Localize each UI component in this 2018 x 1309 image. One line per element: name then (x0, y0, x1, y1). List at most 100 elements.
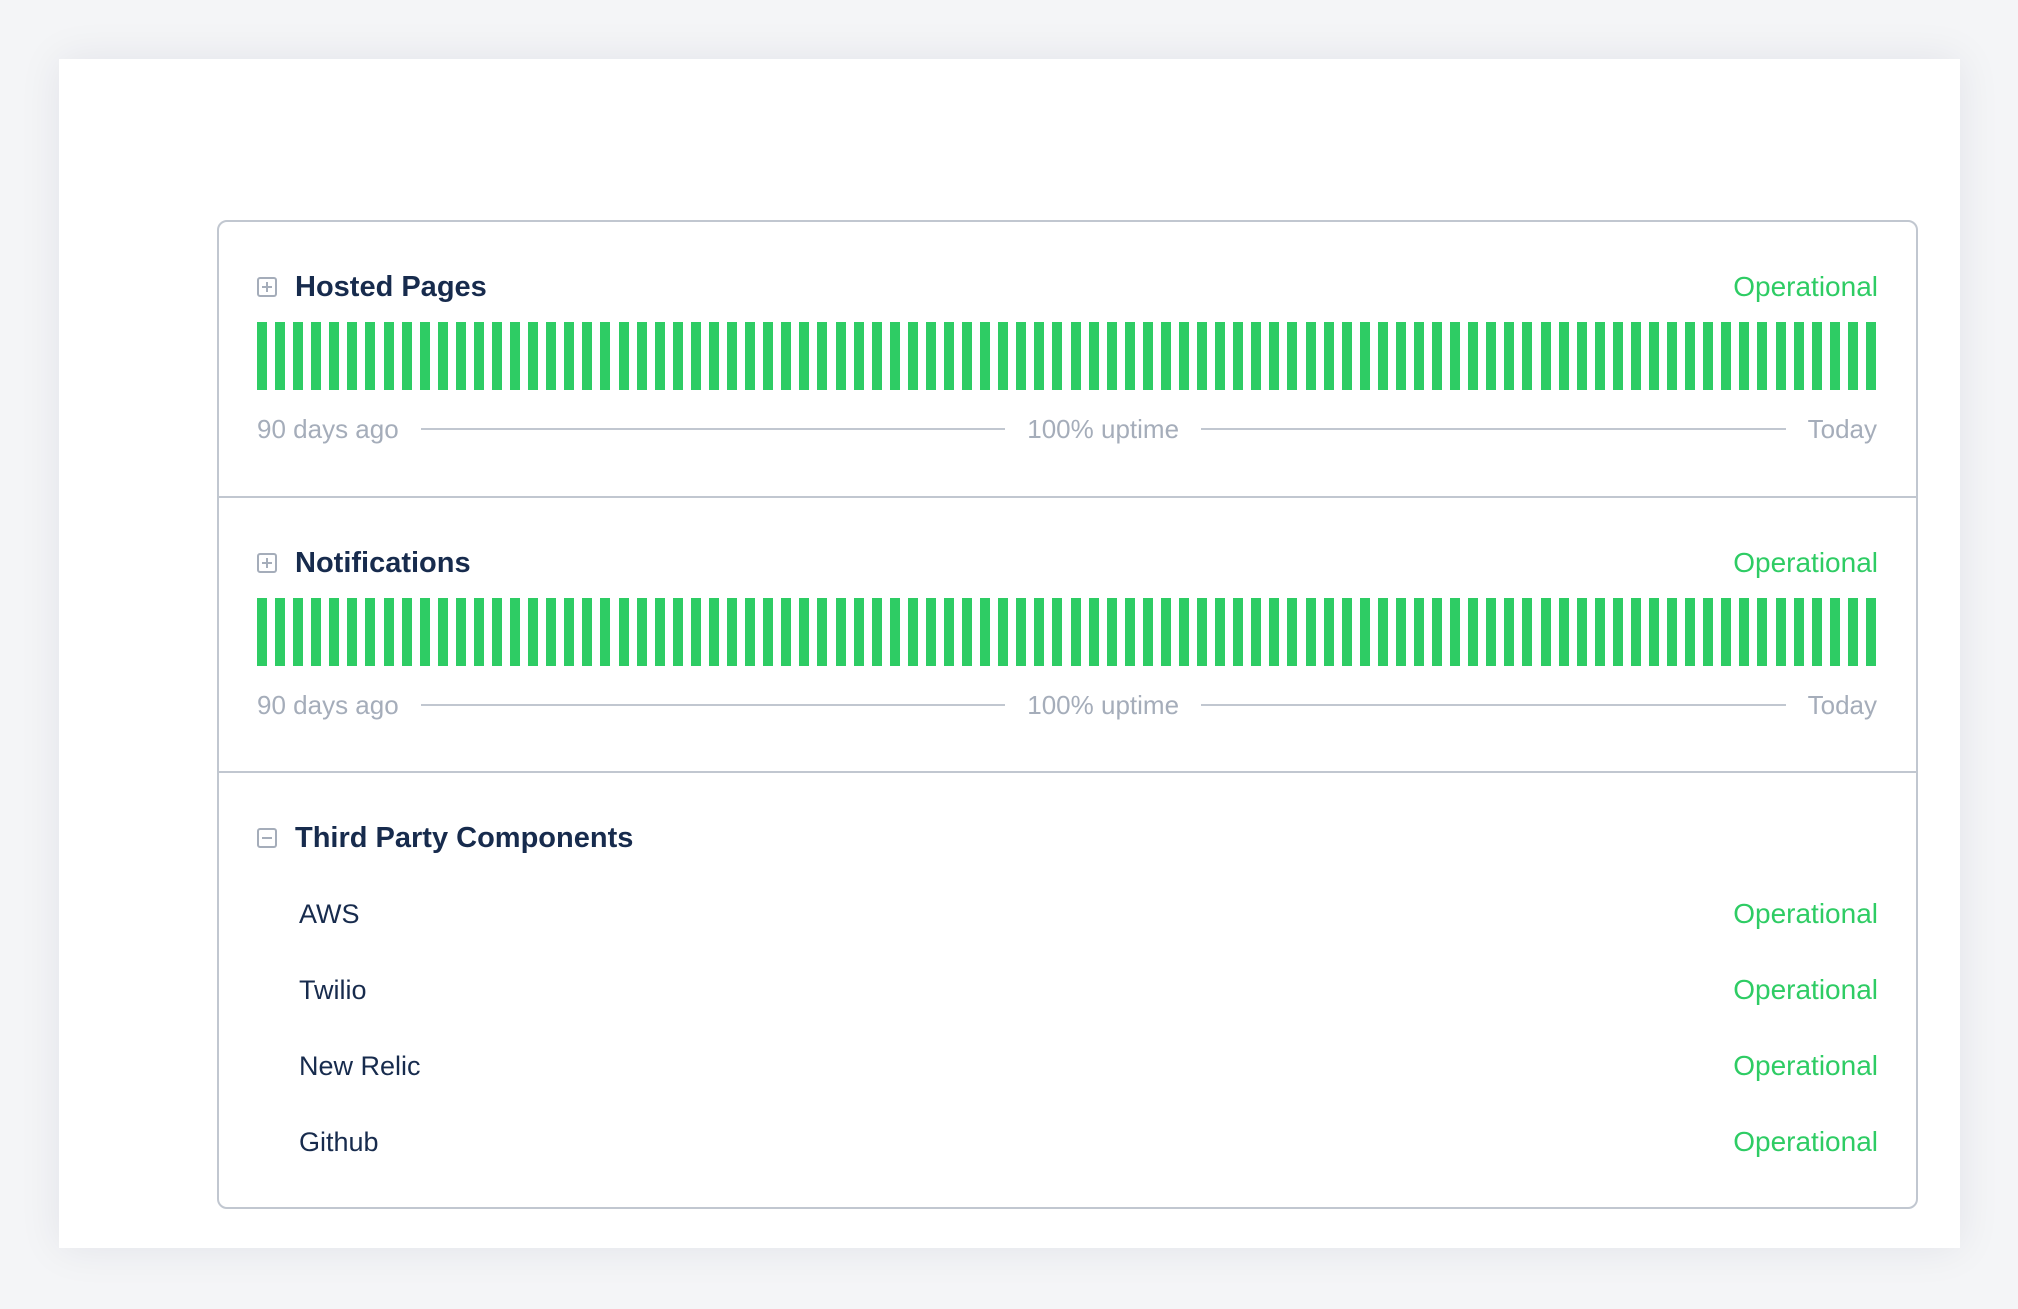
uptime-day-bar[interactable] (1775, 598, 1786, 666)
uptime-day-bar[interactable] (925, 322, 936, 390)
uptime-day-bar[interactable] (1034, 598, 1045, 666)
uptime-day-bar[interactable] (1829, 322, 1840, 390)
uptime-day-bar[interactable] (781, 322, 792, 390)
uptime-day-bar[interactable] (1594, 322, 1605, 390)
uptime-day-bar[interactable] (1377, 322, 1388, 390)
uptime-day-bar[interactable] (907, 598, 918, 666)
uptime-day-bar[interactable] (1486, 598, 1497, 666)
uptime-day-bar[interactable] (1865, 598, 1876, 666)
uptime-day-bar[interactable] (672, 598, 683, 666)
uptime-day-bar[interactable] (455, 598, 466, 666)
uptime-day-bar[interactable] (745, 322, 756, 390)
expand-icon[interactable] (257, 553, 277, 573)
uptime-day-bar[interactable] (1630, 598, 1641, 666)
uptime-day-bar[interactable] (1757, 598, 1768, 666)
uptime-day-bar[interactable] (1070, 598, 1081, 666)
uptime-day-bar[interactable] (564, 322, 575, 390)
uptime-day-bar[interactable] (980, 322, 991, 390)
uptime-day-bar[interactable] (1341, 598, 1352, 666)
uptime-day-bar[interactable] (636, 598, 647, 666)
uptime-day-bar[interactable] (1287, 322, 1298, 390)
uptime-day-bar[interactable] (347, 598, 358, 666)
uptime-day-bar[interactable] (943, 322, 954, 390)
uptime-day-bar[interactable] (1504, 322, 1515, 390)
uptime-day-bar[interactable] (1269, 322, 1280, 390)
uptime-day-bar[interactable] (1052, 598, 1063, 666)
uptime-day-bar[interactable] (690, 322, 701, 390)
uptime-day-bar[interactable] (1215, 322, 1226, 390)
uptime-day-bar[interactable] (600, 322, 611, 390)
uptime-day-bar[interactable] (1359, 322, 1370, 390)
uptime-day-bar[interactable] (1667, 598, 1678, 666)
uptime-day-bar[interactable] (1160, 598, 1171, 666)
uptime-day-bar[interactable] (510, 322, 521, 390)
uptime-day-bar[interactable] (1305, 322, 1316, 390)
expand-icon[interactable] (257, 277, 277, 297)
uptime-day-bar[interactable] (1685, 598, 1696, 666)
uptime-day-bar[interactable] (1070, 322, 1081, 390)
uptime-day-bar[interactable] (1197, 322, 1208, 390)
uptime-day-bar[interactable] (365, 322, 376, 390)
uptime-day-bar[interactable] (1630, 322, 1641, 390)
uptime-day-bar[interactable] (835, 598, 846, 666)
uptime-day-bar[interactable] (311, 322, 322, 390)
uptime-day-bar[interactable] (1811, 322, 1822, 390)
uptime-day-bar[interactable] (311, 598, 322, 666)
uptime-day-bar[interactable] (962, 322, 973, 390)
uptime-day-bar[interactable] (492, 322, 503, 390)
uptime-day-bar[interactable] (962, 598, 973, 666)
uptime-day-bar[interactable] (1142, 598, 1153, 666)
uptime-day-bar[interactable] (1215, 598, 1226, 666)
uptime-day-bar[interactable] (546, 598, 557, 666)
uptime-day-bar[interactable] (835, 322, 846, 390)
uptime-day-bar[interactable] (257, 598, 267, 666)
uptime-day-bar[interactable] (1649, 598, 1660, 666)
uptime-day-bar[interactable] (1612, 322, 1623, 390)
uptime-day-bar[interactable] (1450, 598, 1461, 666)
uptime-day-bar[interactable] (925, 598, 936, 666)
collapse-icon[interactable] (257, 828, 277, 848)
uptime-day-bar[interactable] (1016, 598, 1027, 666)
uptime-day-bar[interactable] (1414, 598, 1424, 666)
uptime-day-bar[interactable] (1612, 598, 1623, 666)
uptime-day-bar[interactable] (853, 598, 864, 666)
uptime-day-bar[interactable] (1468, 598, 1479, 666)
uptime-day-bar[interactable] (745, 598, 756, 666)
uptime-day-bar[interactable] (437, 322, 448, 390)
uptime-day-bar[interactable] (1323, 598, 1334, 666)
uptime-day-bar[interactable] (1739, 322, 1750, 390)
uptime-day-bar[interactable] (329, 322, 340, 390)
uptime-day-bar[interactable] (1233, 598, 1244, 666)
uptime-day-bar[interactable] (1540, 598, 1551, 666)
uptime-day-bar[interactable] (1504, 598, 1515, 666)
uptime-day-bar[interactable] (600, 598, 611, 666)
uptime-day-bar[interactable] (763, 322, 774, 390)
uptime-day-bar[interactable] (853, 322, 864, 390)
uptime-day-bar[interactable] (564, 598, 575, 666)
uptime-day-bar[interactable] (1847, 322, 1858, 390)
uptime-day-bar[interactable] (1685, 322, 1696, 390)
uptime-day-bar[interactable] (1088, 322, 1099, 390)
uptime-day-bar[interactable] (943, 598, 954, 666)
uptime-day-bar[interactable] (1703, 322, 1714, 390)
uptime-day-bar[interactable] (1522, 598, 1533, 666)
uptime-day-bar[interactable] (1486, 322, 1497, 390)
uptime-day-bar[interactable] (1251, 598, 1262, 666)
uptime-day-bar[interactable] (546, 322, 557, 390)
uptime-day-bar[interactable] (1811, 598, 1822, 666)
uptime-day-bar[interactable] (401, 322, 412, 390)
uptime-day-bar[interactable] (1377, 598, 1388, 666)
uptime-day-bar[interactable] (419, 598, 430, 666)
uptime-day-bar[interactable] (401, 598, 412, 666)
uptime-day-bar[interactable] (1251, 322, 1262, 390)
uptime-day-bar[interactable] (473, 598, 484, 666)
uptime-day-bar[interactable] (365, 598, 376, 666)
uptime-day-bar[interactable] (654, 322, 665, 390)
uptime-day-bar[interactable] (1016, 322, 1027, 390)
uptime-day-bar[interactable] (799, 322, 810, 390)
uptime-day-bar[interactable] (1178, 598, 1189, 666)
uptime-day-bar[interactable] (1341, 322, 1352, 390)
uptime-day-bar[interactable] (690, 598, 701, 666)
uptime-day-bar[interactable] (293, 322, 304, 390)
uptime-day-bar[interactable] (1414, 322, 1424, 390)
